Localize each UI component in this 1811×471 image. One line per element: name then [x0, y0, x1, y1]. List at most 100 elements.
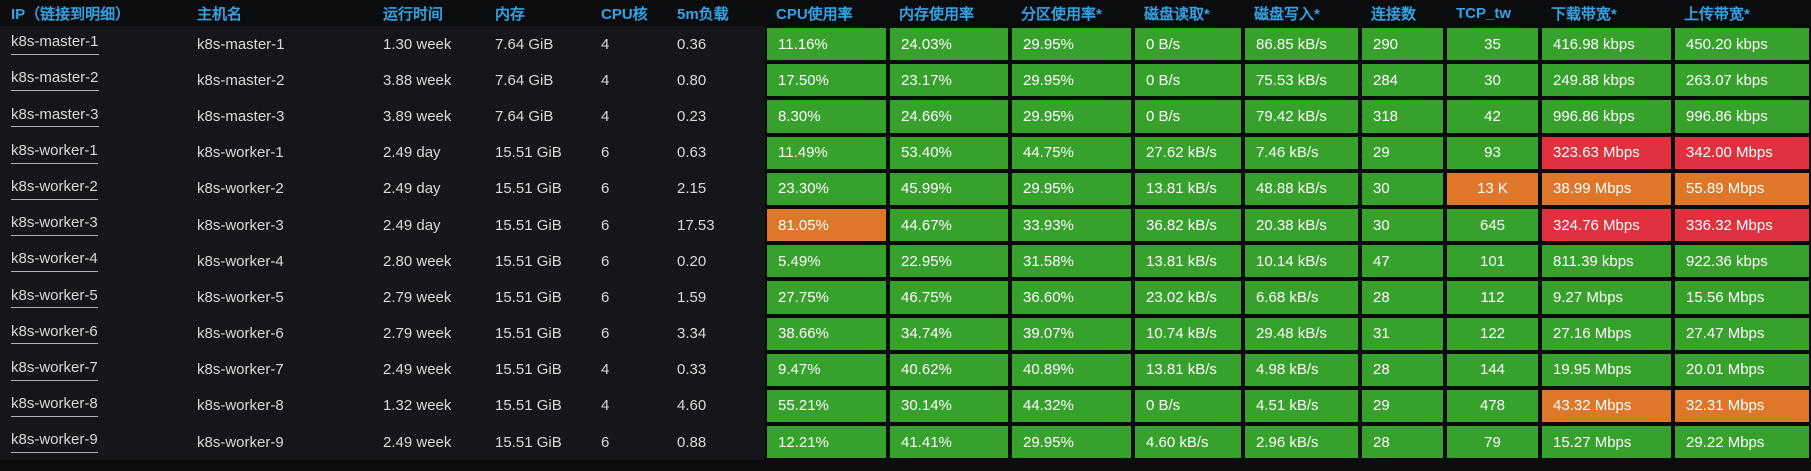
- ip-detail-link[interactable]: k8s-master-1: [11, 33, 99, 55]
- cell-value-disk_read: 23.02 kB/s: [1135, 281, 1241, 314]
- ip-detail-link[interactable]: k8s-worker-4: [11, 250, 98, 273]
- cell-value-tcp_tw: 79: [1447, 426, 1538, 459]
- cell-disk_write: 2.96 kB/s: [1243, 424, 1360, 461]
- ip-detail-link[interactable]: k8s-worker-1: [11, 142, 98, 164]
- cell-value-disk_read: 36.82 kB/s: [1135, 208, 1241, 242]
- cell-value-download_bw: 811.39 kbps: [1542, 245, 1671, 278]
- cell-value-connections: 28: [1362, 353, 1443, 386]
- column-header-memory[interactable]: 内存: [495, 5, 526, 23]
- cell-value-disk_read: 27.62 kB/s: [1135, 136, 1241, 169]
- cell-mem_usage: 30.14%: [888, 387, 1010, 425]
- cell-value-mem_usage: 23.17%: [890, 64, 1008, 97]
- column-header-load_5m[interactable]: 5m负载: [677, 5, 729, 23]
- column-header-cpu_cores[interactable]: CPU核: [601, 5, 648, 23]
- cell-value-mem_usage: 45.99%: [890, 172, 1008, 205]
- cell-value-part_usage: 29.95%: [1012, 426, 1131, 459]
- cell-upload_bw: 342.00 Mbps: [1673, 134, 1811, 171]
- cell-tcp_tw: 13 K: [1445, 170, 1540, 207]
- ip-detail-link[interactable]: k8s-worker-9: [11, 431, 98, 454]
- cell-value-download_bw: 323.63 Mbps: [1542, 136, 1671, 169]
- column-header-part_usage[interactable]: 分区使用率*: [1021, 5, 1102, 23]
- cell-hostname: k8s-worker-8: [197, 397, 284, 415]
- column-header-uptime[interactable]: 运行时间: [383, 5, 444, 23]
- cell-value-disk_read: 10.74 kB/s: [1135, 317, 1241, 350]
- cell-value-disk_write: 4.98 kB/s: [1245, 353, 1358, 386]
- cell-download_bw: 38.99 Mbps: [1540, 170, 1673, 207]
- cell-cpu_cores: 4: [601, 35, 610, 53]
- cell-value-tcp_tw: 122: [1447, 317, 1538, 350]
- cell-load_5m: 2.15: [677, 180, 707, 198]
- cell-value-download_bw: 27.16 Mbps: [1542, 317, 1671, 350]
- ip-detail-link[interactable]: k8s-master-3: [11, 106, 99, 128]
- cell-mem_usage: 24.66%: [888, 98, 1010, 135]
- cell-tcp_tw: 35: [1445, 26, 1540, 63]
- cell-load_5m: 0.23: [677, 107, 707, 125]
- column-header-mem_usage[interactable]: 内存使用率: [899, 5, 975, 23]
- cell-value-disk_write: 10.14 kB/s: [1245, 245, 1358, 278]
- cell-ip: k8s-master-1: [0, 26, 186, 62]
- cell-memory: 15.51 GiB: [495, 288, 562, 306]
- ip-detail-link[interactable]: k8s-worker-2: [11, 178, 98, 200]
- cell-cpu_usage: 23.30%: [765, 170, 888, 207]
- ip-detail-link[interactable]: k8s-worker-3: [11, 214, 98, 236]
- table-row: k8s-worker-8 k8s-worker-8 1.32 week 15.51 G…: [0, 387, 1811, 425]
- column-header-download_bw[interactable]: 下载带宽*: [1551, 5, 1617, 23]
- column-header-cpu_usage[interactable]: CPU使用率: [776, 5, 853, 23]
- cell-tcp_tw: 42: [1445, 98, 1540, 135]
- column-header-ip[interactable]: IP（链接到明细）: [11, 5, 131, 23]
- ip-detail-link[interactable]: k8s-worker-8: [11, 395, 98, 417]
- cell-value-upload_bw: 32.31 Mbps: [1675, 389, 1809, 423]
- cell-hostname: k8s-worker-3: [197, 216, 284, 234]
- cell-cpu_cores: 4: [601, 107, 610, 125]
- cell-value-cpu_usage: 55.21%: [767, 389, 886, 423]
- cell-value-mem_usage: 24.03%: [890, 28, 1008, 61]
- cell-value-upload_bw: 263.07 kbps: [1675, 64, 1809, 97]
- cell-uptime: 2.49 week: [383, 361, 452, 379]
- cell-value-part_usage: 29.95%: [1012, 64, 1131, 97]
- cell-disk_write: 79.42 kB/s: [1243, 98, 1360, 135]
- cell-value-download_bw: 416.98 kbps: [1542, 28, 1671, 61]
- table-row: k8s-worker-9 k8s-worker-9 2.49 week 15.51 G…: [0, 424, 1811, 461]
- cell-load_5m: 0.80: [677, 71, 707, 89]
- column-header-disk_write[interactable]: 磁盘写入*: [1254, 5, 1320, 23]
- cell-value-download_bw: 38.99 Mbps: [1542, 172, 1671, 205]
- cell-hostname: k8s-worker-1: [197, 144, 284, 162]
- cell-part_usage: 44.75%: [1010, 134, 1133, 171]
- cell-load_5m: 4.60: [677, 397, 707, 415]
- column-header-upload_bw[interactable]: 上传带宽*: [1684, 5, 1750, 23]
- cell-value-part_usage: 39.07%: [1012, 317, 1131, 350]
- cell-value-part_usage: 36.60%: [1012, 281, 1131, 314]
- cell-cpu_usage: 8.30%: [765, 98, 888, 135]
- cell-value-disk_write: 79.42 kB/s: [1245, 100, 1358, 133]
- column-header-tcp_tw[interactable]: TCP_tw: [1456, 4, 1512, 22]
- table-row: k8s-worker-4 k8s-worker-4 2.80 week 15.51 G…: [0, 243, 1811, 280]
- cell-upload_bw: 922.36 kbps: [1673, 243, 1811, 280]
- cell-value-part_usage: 40.89%: [1012, 353, 1131, 386]
- column-header-connections[interactable]: 连接数: [1371, 5, 1417, 23]
- cell-disk_read: 13.81 kB/s: [1133, 243, 1243, 280]
- ip-detail-link[interactable]: k8s-worker-6: [11, 323, 98, 345]
- cell-connections: 29: [1360, 387, 1445, 425]
- cell-uptime: 1.32 week: [383, 397, 452, 415]
- column-header-disk_read[interactable]: 磁盘读取*: [1144, 5, 1210, 23]
- cell-load_5m: 0.88: [677, 433, 707, 451]
- cell-part_usage: 29.95%: [1010, 26, 1133, 63]
- ip-detail-link[interactable]: k8s-worker-7: [11, 359, 98, 381]
- column-header-hostname[interactable]: 主机名: [197, 5, 243, 23]
- cell-disk_write: 29.48 kB/s: [1243, 315, 1360, 352]
- cell-upload_bw: 29.22 Mbps: [1673, 424, 1811, 461]
- cell-value-download_bw: 19.95 Mbps: [1542, 353, 1671, 386]
- cell-value-upload_bw: 342.00 Mbps: [1675, 136, 1809, 169]
- cell-ip: k8s-worker-3: [0, 207, 186, 243]
- ip-detail-link[interactable]: k8s-worker-5: [11, 287, 98, 309]
- cell-hostname: k8s-master-3: [197, 107, 285, 125]
- cell-load_5m: 0.36: [677, 35, 707, 53]
- cell-ip: k8s-worker-9: [0, 424, 186, 460]
- cell-value-upload_bw: 27.47 Mbps: [1675, 317, 1809, 350]
- ip-detail-link[interactable]: k8s-master-2: [11, 69, 99, 92]
- cell-value-upload_bw: 15.56 Mbps: [1675, 281, 1809, 314]
- cell-connections: 28: [1360, 351, 1445, 388]
- cell-cpu_cores: 4: [601, 397, 610, 415]
- cell-disk_write: 10.14 kB/s: [1243, 243, 1360, 280]
